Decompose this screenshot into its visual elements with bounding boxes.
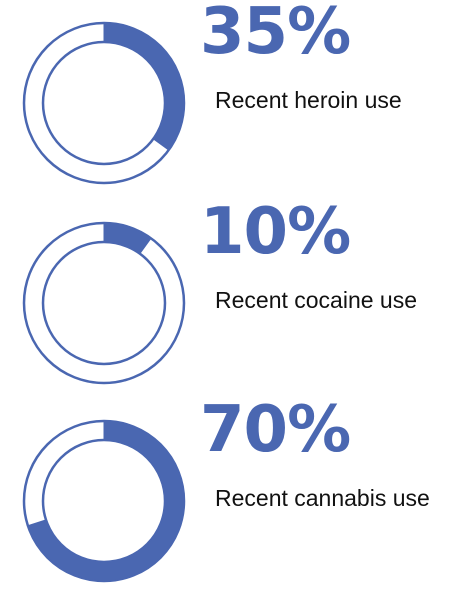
stat-label: Recent cannabis use (215, 485, 430, 511)
donut-segment (103, 22, 185, 151)
donut-chart-heroin (22, 21, 186, 185)
stat-cannabis: 70% Recent cannabis use (0, 398, 467, 596)
ring-inner-outline (41, 438, 167, 564)
percent-value: 70% (200, 393, 351, 467)
donut-segment (103, 222, 152, 255)
stat-cocaine: 10% Recent cocaine use (0, 200, 467, 398)
percent-value: 35% (200, 0, 351, 69)
ring-inner-outline (41, 40, 167, 166)
ring-outer-outline (22, 221, 186, 385)
percent-value: 10% (200, 195, 351, 269)
ring-inner-outline (41, 240, 167, 366)
donut-chart-cocaine (22, 221, 186, 385)
stat-heroin: 35% Recent heroin use (0, 0, 467, 198)
stat-label: Recent cocaine use (215, 287, 418, 313)
donut-chart-cannabis (22, 419, 186, 583)
stat-label: Recent heroin use (215, 87, 402, 113)
donut-segment (27, 420, 185, 582)
